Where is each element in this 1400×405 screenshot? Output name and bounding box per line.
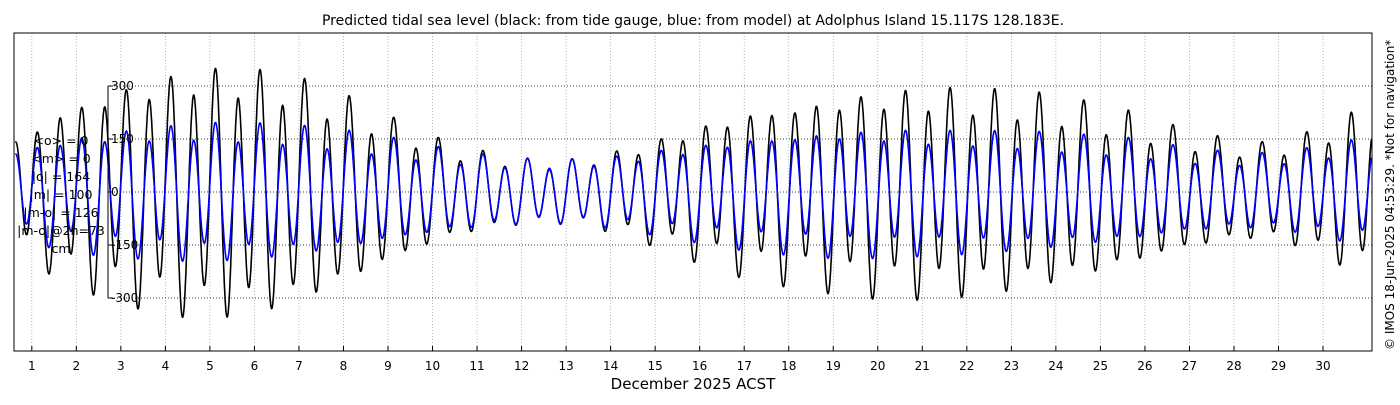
stat-line: cm: [51, 241, 70, 256]
x-tick-label: 3: [117, 359, 125, 373]
y-tick-label: 300: [111, 79, 134, 93]
x-tick-label: 26: [1137, 359, 1152, 373]
x-tick-label: 11: [469, 359, 484, 373]
y-tick-label: 150: [111, 132, 134, 146]
x-tick-label: 2: [73, 359, 81, 373]
x-tick-label: 12: [514, 359, 529, 373]
x-tick-label: 30: [1315, 359, 1330, 373]
x-tick-label: 10: [425, 359, 440, 373]
x-tick-label: 15: [648, 359, 663, 373]
plot-frame: [13, 32, 1373, 352]
x-tick-label: 19: [826, 359, 841, 373]
stat-line: |m-o| = 126: [23, 205, 98, 220]
copyright-note: © IMOS 18-Jun-2025 04:53:29. *Not for na…: [1383, 40, 1397, 350]
stat-line: |m| = 100: [30, 187, 93, 202]
x-tick-label: 21: [915, 359, 930, 373]
chart-title: Predicted tidal sea level (black: from t…: [322, 13, 1064, 29]
x-tick-label: 28: [1226, 359, 1241, 373]
x-tick-label: 17: [737, 359, 752, 373]
x-tick-label: 23: [1004, 359, 1019, 373]
stat-line: |o| = 164: [32, 169, 90, 184]
x-tick-label: 20: [870, 359, 885, 373]
series-layer: [14, 67, 1373, 319]
y-tick-label: -300: [111, 291, 138, 305]
stat-line: <o> = 0: [34, 133, 89, 148]
x-tick-label: 14: [603, 359, 618, 373]
stat-line: |m-o|@2h=73: [17, 223, 105, 238]
x-tick-label: 24: [1048, 359, 1063, 373]
x-tick-label: 4: [162, 359, 170, 373]
x-tick-label: 22: [959, 359, 974, 373]
x-tick-label: 7: [295, 359, 303, 373]
x-tick-label: 5: [206, 359, 214, 373]
x-tick-label: 16: [692, 359, 707, 373]
x-tick-label: 13: [558, 359, 573, 373]
x-tick-label: 6: [251, 359, 259, 373]
x-tick-label: 29: [1271, 359, 1286, 373]
x-tick-label: 8: [340, 359, 348, 373]
x-axis: 1 2 3 4 5 6 7 8 9 10 11 12 13 14 15 16 17 18 19 20 21 22 23 24 2…: [28, 346, 1331, 373]
stat-line: <m> = 0: [31, 151, 91, 166]
x-tick-label: 9: [384, 359, 392, 373]
x-tick-label: 1: [28, 359, 36, 373]
x-axis-label: December 2025 ACST: [611, 375, 776, 393]
y-tick-label: 0: [111, 185, 119, 199]
x-tick-label: 25: [1093, 359, 1108, 373]
x-tick-label: 18: [781, 359, 796, 373]
x-tick-label: 27: [1182, 359, 1197, 373]
stats-panel: <o> = 0 <m> = 0 |o| = 164 |m| = 100 |m-o| = …: [17, 133, 105, 256]
y-axis: 300 150 0 -150 -300: [107, 79, 138, 305]
y-tick-label: -150: [111, 238, 138, 252]
series-model: [14, 121, 1373, 263]
series-tide-gauge: [14, 67, 1373, 319]
